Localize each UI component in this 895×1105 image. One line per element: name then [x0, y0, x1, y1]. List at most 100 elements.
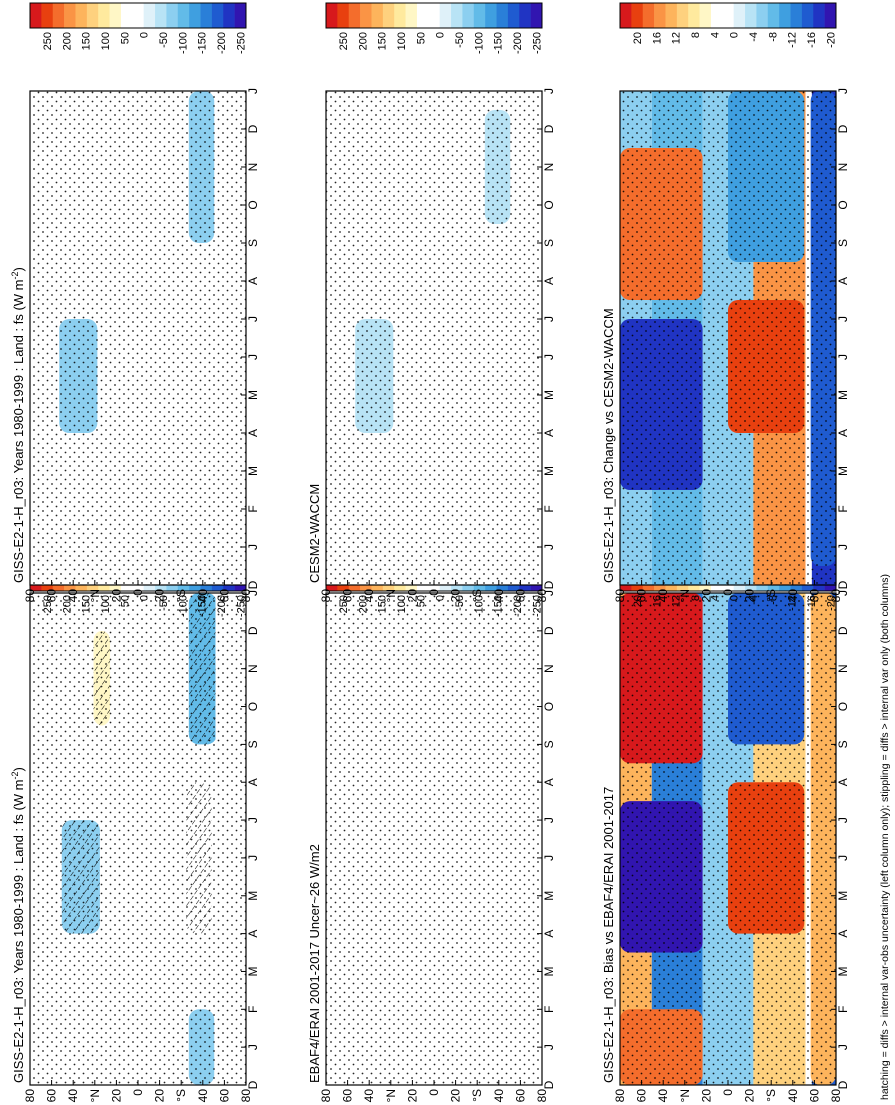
colorbar-tick-label: -150 [493, 32, 505, 54]
lat-tick-label: 20 [109, 1089, 123, 1103]
month-tick-label: O [836, 702, 850, 711]
month-tick-label: F [836, 1006, 850, 1013]
panel-p2: 80 60 40 °N 20 0 20 °S 40 60 80DJFMAMJJASONDJEBAF4… [307, 565, 556, 1103]
lat-tick-label: 20 [405, 589, 419, 603]
lat-tick-label: 40 [362, 589, 376, 603]
month-tick-label: A [542, 930, 556, 938]
month-tick-label: J [542, 1044, 556, 1050]
month-tick-label: D [836, 626, 850, 635]
colorbar-swatch [813, 3, 825, 28]
lat-tick-label: 20 [153, 589, 167, 603]
colorbar-swatch [326, 3, 338, 28]
month-tick-label: O [246, 702, 260, 711]
colorbar-tick-label: -4 [748, 595, 760, 605]
colorbar-tick-label: 200 [61, 32, 73, 50]
month-tick-label: M [836, 966, 850, 976]
lat-tick-label: 60 [217, 1089, 231, 1103]
stippling [30, 91, 246, 585]
lat-tick-label: 80 [319, 1089, 333, 1103]
colorbar-tick-label: -150 [197, 32, 209, 54]
month-tick-label: J [246, 817, 260, 823]
month-tick-label: A [836, 277, 850, 285]
month-tick-label: J [542, 855, 556, 861]
panel-p3: 80 60 40 °N 20 0 20 °S 40 60 80DJFMAMJJASONDJGISS-… [601, 565, 850, 1103]
colorbar-swatch [462, 3, 475, 28]
colorbar-swatch [405, 3, 418, 28]
colorbar-tick-label: 50 [415, 32, 427, 44]
colorbar-tick-label: -250 [235, 595, 247, 617]
lat-tick-label: 60 [807, 589, 821, 603]
month-tick-label: A [542, 778, 556, 786]
month-tick-label: J [836, 544, 850, 550]
colorbar-swatch [64, 3, 76, 28]
colorbar-tick-label: -12 [787, 595, 799, 611]
month-tick-label: J [836, 817, 850, 823]
month-tick-label: S [542, 740, 556, 748]
month-tick-label: M [542, 891, 556, 901]
month-tick-label: N [836, 664, 850, 673]
month-tick-label: J [836, 590, 850, 596]
month-tick-label: J [246, 1044, 260, 1050]
lat-tick-label: 40 [66, 589, 80, 603]
colorbar-tick-label: -100 [177, 32, 189, 54]
colorbar-tick-label: -20 [825, 595, 837, 611]
colorbar-swatch [665, 3, 678, 28]
stippling [326, 91, 542, 585]
colorbar-tick-label: -100 [473, 32, 485, 54]
lat-tick-label: °S [174, 1089, 188, 1102]
month-tick-label: F [542, 1006, 556, 1013]
colorbar-tick-label: -50 [454, 32, 466, 48]
lat-tick-label: 0 [131, 1089, 145, 1096]
month-tick-label: S [542, 239, 556, 247]
colorbar-swatch [41, 3, 54, 28]
lat-tick-label: 60 [341, 1089, 355, 1103]
lat-tick-label: 40 [656, 1089, 670, 1103]
lat-tick-label: 80 [535, 1089, 549, 1103]
colorbar-swatch [519, 3, 531, 28]
lat-tick-label: 80 [239, 1089, 253, 1103]
colorbar-tick-label: 150 [81, 32, 93, 50]
colorbar-swatch [348, 3, 361, 28]
colorbar-swatch [824, 3, 837, 28]
lat-tick-label: 40 [786, 589, 800, 603]
colorbar-swatch [801, 3, 814, 28]
colorbar-tick-label: 20 [632, 32, 644, 44]
month-tick-label: J [246, 544, 260, 550]
lat-tick-label: 40 [196, 1089, 210, 1103]
colorbar-tick-label: -16 [806, 595, 818, 611]
lat-tick-label: 60 [45, 1089, 59, 1103]
title-superscript: -2 [10, 772, 20, 780]
colorbar-swatch [620, 3, 632, 28]
colorbar-tick-label: -12 [787, 32, 799, 48]
month-tick-label: M [836, 390, 850, 400]
colorbar-swatch [177, 3, 190, 28]
colorbar-tick-label: 4 [709, 32, 721, 38]
month-tick-label: D [246, 626, 260, 635]
month-tick-label: A [836, 930, 850, 938]
lat-tick-label: 80 [535, 589, 549, 603]
lat-tick-label: 60 [635, 1089, 649, 1103]
colorbar-tick-label: -200 [216, 595, 228, 617]
colorbar-swatch [360, 3, 372, 28]
panel-title: GISS-E2-1-H_r03: Bias vs EBAF4/ERAI 2001… [601, 787, 616, 1083]
panel-title: GISS-E2-1-H_r03: Change vs CESM2-WACCM [601, 308, 616, 583]
colorbar-tick-label: -100 [177, 595, 189, 617]
lat-tick-label: 60 [217, 589, 231, 603]
lat-tick-label: 0 [721, 589, 735, 596]
colorbar-swatch [189, 3, 201, 28]
month-tick-label: A [542, 429, 556, 437]
colorbar-tick-label: 50 [119, 32, 131, 44]
colorbar-swatch [30, 3, 42, 28]
lat-tick-label: 20 [109, 589, 123, 603]
lat-tick-label: 60 [635, 589, 649, 603]
month-tick-label: D [836, 1080, 850, 1089]
colorbar-swatch [52, 3, 65, 28]
lat-tick-label: 40 [492, 1089, 506, 1103]
month-tick-label: D [542, 580, 556, 589]
colorbar-swatch [132, 3, 144, 28]
month-tick-label: J [542, 88, 556, 94]
colorbar-swatch [371, 3, 384, 28]
colorbar-tick-label: 150 [377, 595, 389, 613]
month-tick-label: J [246, 354, 260, 360]
